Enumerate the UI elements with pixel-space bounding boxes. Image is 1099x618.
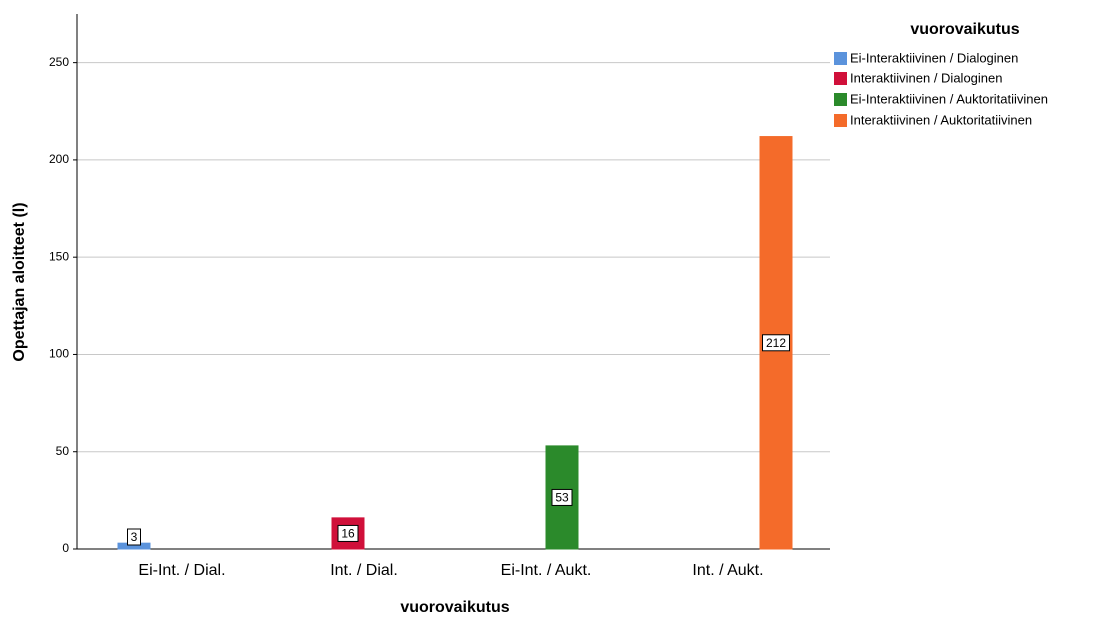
x-tick-label: Int. / Dial.: [330, 562, 398, 579]
legend-swatch: [834, 72, 847, 85]
data-label: 53: [555, 491, 569, 505]
y-tick-label: 250: [49, 55, 69, 69]
data-label: 212: [766, 336, 786, 350]
data-label-box: [762, 334, 790, 352]
legend-swatch: [834, 93, 847, 106]
data-label: 3: [131, 530, 138, 544]
legend-swatch: [834, 114, 847, 127]
y-tick-label: 100: [49, 347, 69, 361]
y-tick-label: 50: [56, 444, 70, 458]
x-tick-label: Int. / Aukt.: [692, 562, 763, 579]
x-axis-title: vuorovaikutus: [400, 599, 509, 616]
data-label-box: [337, 524, 359, 542]
y-tick-label: 150: [49, 249, 69, 263]
data-label-box: [551, 488, 573, 506]
y-tick-label: 0: [62, 541, 69, 555]
legend-title: vuorovaikutus: [910, 21, 1019, 38]
data-label: 16: [341, 527, 355, 541]
legend-label: Interaktiivinen / Auktoritatiivinen: [850, 112, 1032, 127]
legend-swatch: [834, 52, 847, 65]
legend-label: Ei-Interaktiivinen / Auktoritatiivinen: [850, 91, 1048, 106]
y-axis-title: Opettajan aloitteet (l): [11, 202, 28, 361]
x-tick-label: Ei-Int. / Dial.: [138, 562, 225, 579]
x-tick-label: Ei-Int. / Aukt.: [501, 562, 592, 579]
legend-label: Ei-Interaktiivinen / Dialoginen: [850, 50, 1018, 65]
data-label-box: [127, 528, 141, 546]
bar: [331, 517, 365, 550]
y-tick-label: 200: [49, 152, 69, 166]
legend-label: Interaktiivinen / Dialoginen: [850, 70, 1002, 85]
